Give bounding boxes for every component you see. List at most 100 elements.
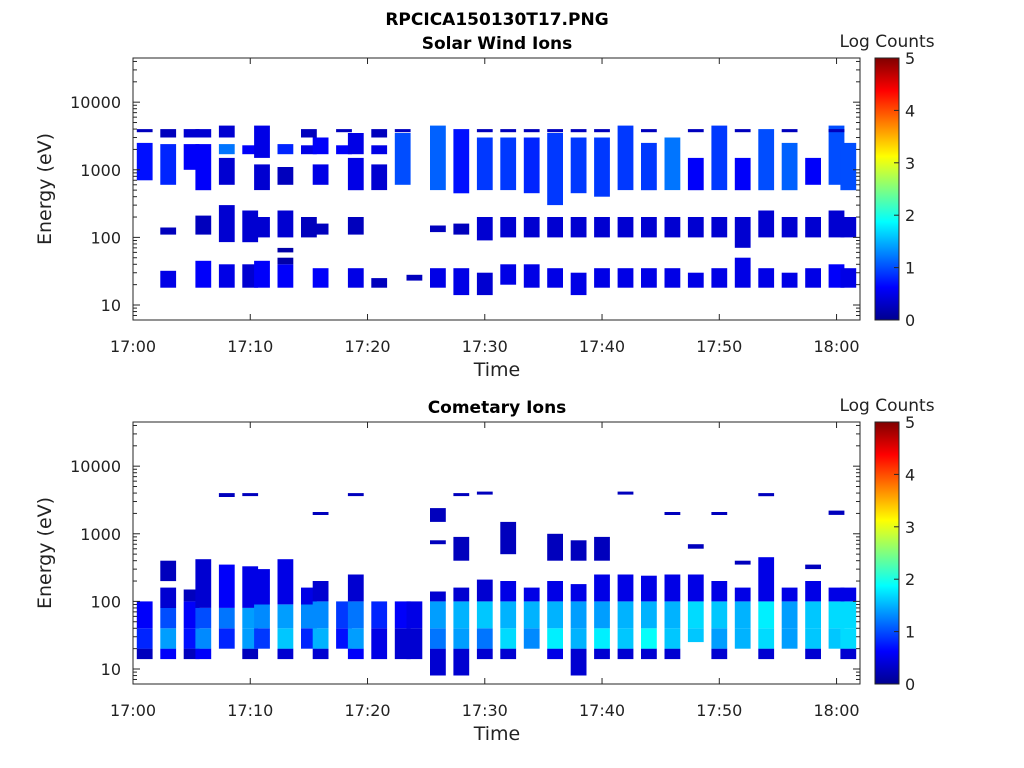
heatmap-cell (406, 601, 423, 629)
heatmap-cell (734, 217, 751, 248)
heatmap-cell (570, 540, 587, 561)
heatmap-cell (453, 536, 470, 561)
heatmap-cell (430, 540, 446, 545)
heatmap-cell (195, 607, 212, 629)
plot-area (133, 58, 860, 320)
x-tick-label: 18:00 (813, 701, 859, 720)
heatmap-cell (758, 628, 775, 649)
x-tick-label: 18:00 (813, 337, 859, 356)
heatmap-cell (641, 575, 657, 602)
heatmap-cell (687, 217, 704, 238)
heatmap-cell (781, 272, 798, 288)
heatmap-cell (840, 142, 857, 191)
y-tick-label: 10 (101, 660, 121, 679)
heatmap-cell (805, 268, 821, 288)
colorbar-tick-label: 3 (905, 154, 915, 173)
panel-cometary: Cometary Ions 17:00 17:10 17:20 17:30 17:40 1… (34, 396, 935, 745)
heatmap-cell (711, 125, 728, 191)
heatmap-cell (371, 601, 388, 629)
heatmap-cell (570, 628, 587, 649)
y-tick-label: 100 (90, 592, 121, 611)
heatmap-cell (500, 648, 517, 660)
heatmap-cell (277, 628, 294, 649)
colorbar-tick-label: 4 (905, 101, 915, 120)
heatmap-cell (277, 257, 294, 265)
heatmap-cell (301, 145, 317, 155)
heatmap-cell (641, 601, 657, 629)
heatmap-cell (218, 125, 235, 138)
heatmap-cells (136, 125, 857, 296)
heatmap-cell (476, 648, 493, 660)
heatmap-cell (664, 137, 681, 191)
heatmap-cell (347, 648, 364, 660)
colorbar-tick-label: 2 (905, 570, 915, 589)
heatmap-cell (547, 217, 563, 238)
heatmap-cell (781, 601, 798, 629)
heatmap-cell (711, 648, 728, 660)
heatmap-cell (183, 589, 200, 602)
heatmap-cell (840, 648, 857, 660)
heatmap-cell (734, 157, 751, 191)
heatmap-cell (594, 217, 610, 238)
heatmap-cell (312, 601, 329, 629)
plot-area (133, 422, 860, 684)
heatmap-cell (406, 628, 423, 660)
x-tick-label: 17:30 (462, 701, 508, 720)
heatmap-cell (430, 591, 446, 602)
heatmap-cell (254, 628, 270, 649)
heatmap-cell (430, 225, 446, 233)
heatmap-cell (476, 579, 493, 602)
heatmap-cell (277, 264, 294, 288)
heatmap-cell (758, 601, 775, 629)
heatmap-cell (218, 205, 235, 243)
heatmap-cell (254, 125, 270, 158)
heatmap-cell (734, 129, 751, 133)
colorbar-tick-label: 1 (905, 259, 915, 278)
colorbar-tick-label: 5 (905, 49, 915, 68)
heatmap-cell (160, 270, 177, 288)
heatmap-cell (371, 164, 388, 191)
heatmap-cell (453, 601, 470, 629)
heatmap-cell (160, 129, 177, 138)
heatmap-cell (570, 648, 587, 676)
heatmap-cell (430, 508, 446, 522)
y-tick-label: 100 (90, 228, 121, 247)
heatmap-cell (476, 137, 493, 191)
heatmap-cell (430, 601, 446, 629)
heatmap-cell (195, 559, 212, 608)
x-tick-label: 17:40 (579, 701, 625, 720)
heatmap-cell (218, 264, 235, 288)
heatmap-cell (347, 574, 364, 602)
heatmap-cell (570, 217, 587, 238)
heatmap-cell (594, 268, 610, 288)
heatmap-cell (430, 125, 446, 191)
heatmap-cell (183, 648, 200, 660)
colorbar (874, 421, 900, 685)
heatmap-cell (570, 129, 587, 133)
heatmap-cell (711, 268, 728, 288)
heatmap-cell (594, 601, 610, 629)
heatmap-cell (476, 129, 493, 133)
y-axis-label: Energy (eV) (34, 133, 56, 245)
heatmap-cell (430, 268, 446, 288)
heatmap-cell (136, 129, 153, 133)
heatmap-cell (758, 129, 775, 191)
heatmap-cell (347, 217, 364, 235)
heatmap-cell (476, 628, 493, 649)
heatmap-cell (523, 217, 540, 238)
heatmap-cell (195, 260, 212, 288)
heatmap-cell (218, 144, 235, 155)
heatmap-cell (781, 142, 798, 191)
heatmap-cell (758, 268, 775, 288)
heatmap-cell (371, 145, 388, 155)
heatmap-cell (242, 648, 259, 660)
heatmap-cell (195, 129, 212, 138)
heatmap-cell (394, 133, 411, 185)
y-tick-label: 10 (101, 296, 121, 315)
heatmap-cell (453, 648, 470, 676)
heatmap-cell (277, 604, 294, 629)
y-tick-label: 10000 (70, 93, 121, 112)
heatmap-cell (277, 210, 294, 238)
heatmap-cell (828, 129, 845, 133)
heatmap-cell (254, 569, 270, 605)
